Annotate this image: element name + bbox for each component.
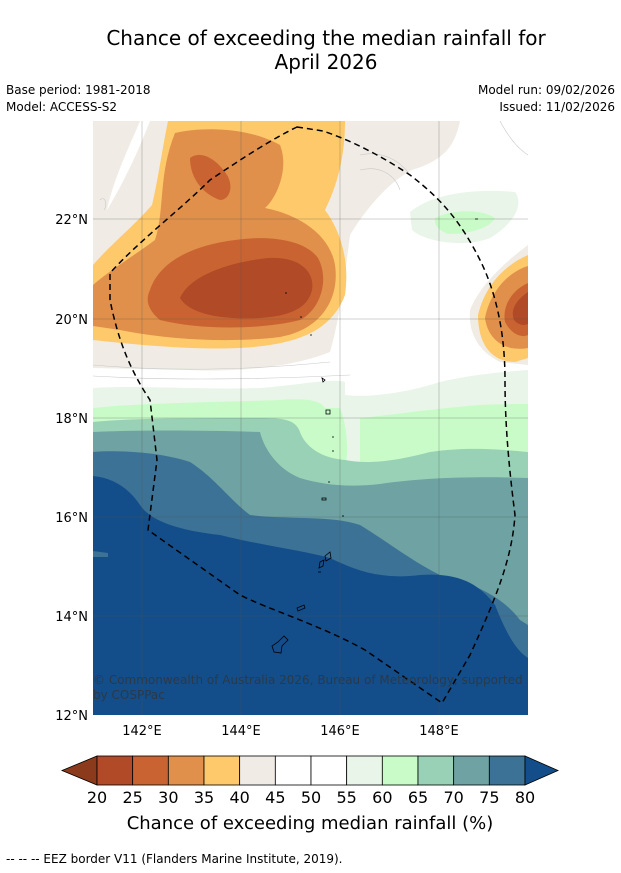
lat-label-18: 18°N (55, 412, 88, 427)
colorbar-tick-label: 45 (265, 788, 285, 807)
colorbar-tick-label: 60 (372, 788, 392, 807)
colorbar-tick-label: 40 (229, 788, 249, 807)
island-saipan (324, 551, 332, 562)
colorbar-extend-low (60, 755, 98, 786)
colorbar-tick-label: 25 (122, 788, 142, 807)
meta-left: Base period: 1981-2018 Model: ACCESS-S2 (6, 82, 151, 116)
map-title: Chance of exceeding the median rainfall … (0, 26, 621, 74)
band-25-east (512, 292, 528, 325)
colorbar-tick-label: 35 (194, 788, 214, 807)
lat-label-20: 20°N (55, 313, 88, 328)
colorbar-segment (274, 755, 312, 786)
colorbar-tick-label: 30 (158, 788, 178, 807)
band-25 (180, 257, 313, 319)
lon-labels: 142°E 144°E 146°E 148°E (122, 724, 459, 739)
island-tinian (318, 559, 325, 569)
colorbar-tick-label: 50 (301, 788, 321, 807)
graticule (93, 121, 528, 715)
colorbar-tick-label: 55 (336, 788, 356, 807)
colorbar: 20 25 30 35 40 45 50 55 60 65 70 75 80 (60, 755, 559, 807)
islands (271, 218, 478, 654)
colorbar-segment (310, 755, 348, 786)
contour-lines (93, 121, 528, 380)
lat-label-14: 14°N (55, 610, 88, 625)
lat-label-22: 22°N (55, 213, 88, 228)
lon-label-148: 148°E (419, 724, 459, 739)
band-60-ne (434, 211, 495, 234)
lat-labels: 22°N 20°N 18°N 16°N 14°N 12°N (55, 213, 88, 724)
lat-label-12: 12°N (55, 709, 88, 724)
base-period: Base period: 1981-2018 (6, 83, 151, 97)
band-80 (93, 476, 528, 715)
issued-date: Issued: 11/02/2026 (499, 100, 615, 114)
island-rota (296, 604, 306, 612)
copyright-line-1: © Commonwealth of Australia 2026, Bureau… (93, 673, 523, 687)
lon-label-142: 142°E (122, 724, 162, 739)
colorbar-segment (488, 755, 526, 786)
copyright-line-2: by COSPPac (93, 688, 165, 702)
island-guam (271, 635, 289, 654)
footer-note: -- -- -- EEZ border V11 (Flanders Marine… (6, 852, 343, 866)
colorbar-segment (203, 755, 241, 786)
model-name: Model: ACCESS-S2 (6, 100, 118, 114)
colorbar-tick-label: 20 (87, 788, 107, 807)
lon-label-146: 146°E (320, 724, 360, 739)
colorbar-segment (96, 755, 134, 786)
lat-label-16: 16°N (55, 511, 88, 526)
colorbar-label: Chance of exceeding median rainfall (%) (126, 813, 494, 834)
colorbar-segment (453, 755, 490, 786)
title-line-1: Chance of exceeding the median rainfall … (106, 26, 546, 50)
colorbar-tick-label: 75 (479, 788, 499, 807)
title-line-2: April 2026 (274, 50, 378, 74)
lon-label-144: 144°E (221, 724, 261, 739)
band-30 (190, 154, 231, 200)
colorbar-segment (132, 755, 169, 786)
band-45 (93, 121, 140, 232)
colorbar-segment (346, 755, 383, 786)
island-pagan (325, 409, 331, 415)
colorbar-extend-high (524, 755, 559, 786)
model-run: Model run: 09/02/2026 (477, 83, 615, 97)
island-agrihan (321, 377, 326, 383)
colorbar-tick-label: 65 (408, 788, 428, 807)
colorbar-tick-label: 80 (515, 788, 535, 807)
colorbar-segment (239, 755, 276, 786)
colorbar-segment (417, 755, 455, 786)
colorbar-tick-label: 70 (443, 788, 463, 807)
colorbar-segment (167, 755, 205, 786)
map-panel: © Commonwealth of Australia 2026, Bureau… (93, 121, 528, 715)
meta-right: Model run: 09/02/2026 Issued: 11/02/2026 (478, 82, 615, 116)
island-anatahan (321, 497, 327, 501)
colorbar-segment (381, 755, 419, 786)
band-75-inlet (93, 551, 108, 557)
